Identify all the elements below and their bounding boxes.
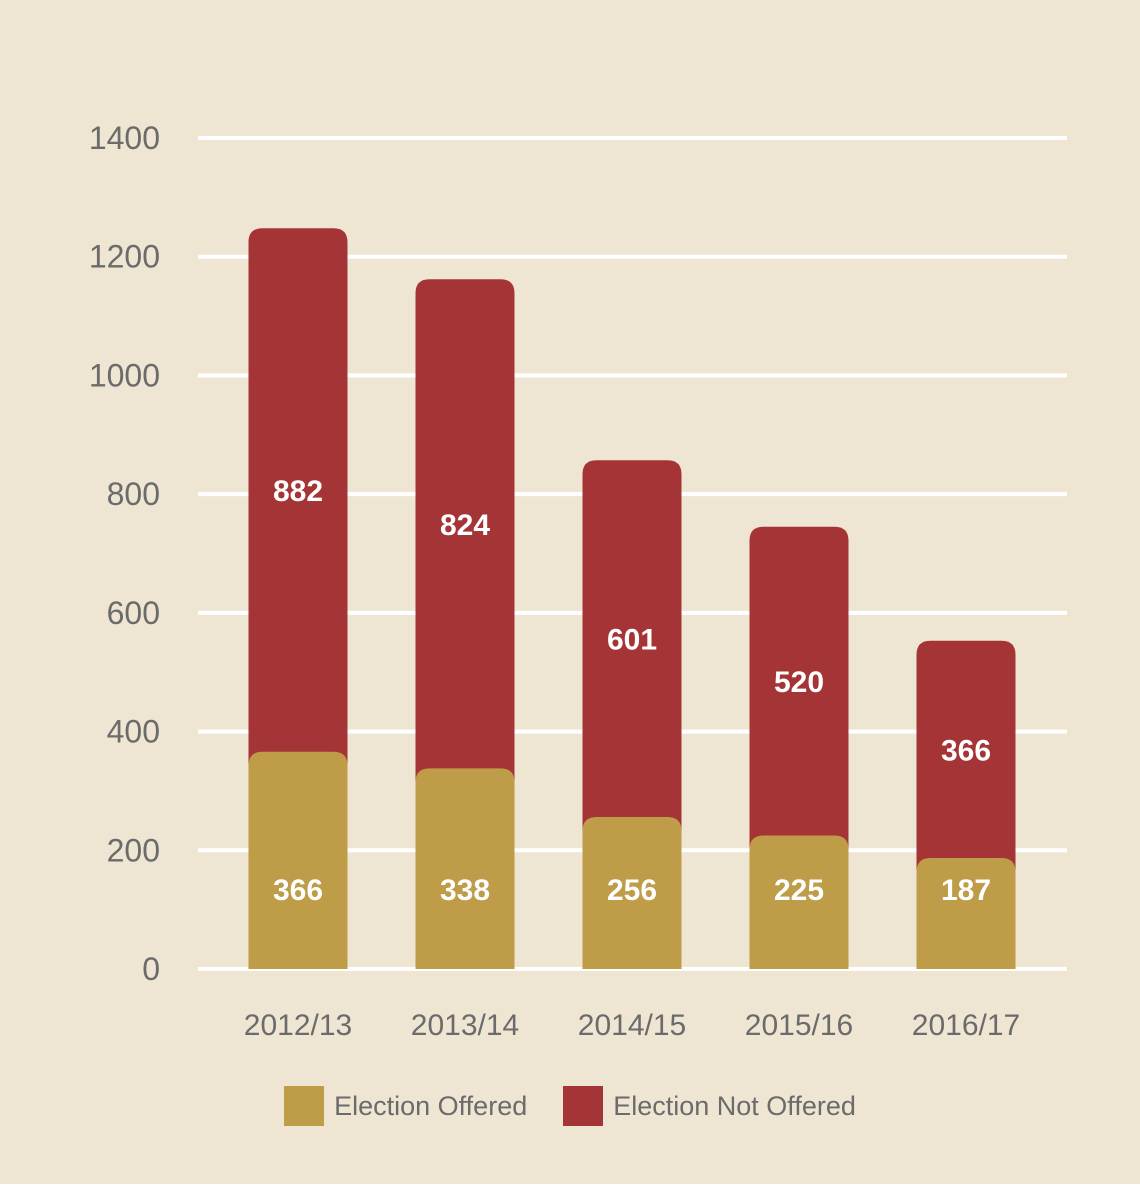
data-label-election-offered-2013-14: 338 (440, 874, 490, 907)
data-label-election-offered-2015-16: 225 (774, 874, 824, 907)
legend-item-election-offered: Election Offered (284, 1086, 527, 1126)
legend-swatch-election-offered (284, 1086, 325, 1126)
y-tick-label-1000: 1000 (89, 357, 160, 393)
data-label-election-not-offered-2014-15: 601 (607, 624, 657, 657)
y-tick-label-1400: 1400 (89, 120, 160, 156)
legend: Election Offered Election Not Offered (0, 1084, 1140, 1128)
bar-election-offered-2016-17 (916, 858, 1016, 969)
bar-election-offered-2012-13 (248, 751, 348, 969)
y-tick-label-800: 800 (107, 476, 160, 512)
data-label-election-offered-2016-17: 187 (941, 874, 991, 907)
data-label-election-offered-2012-13: 366 (273, 874, 323, 907)
data-label-election-not-offered-2015-16: 520 (774, 666, 824, 699)
x-tick-label-2014-15: 2014/15 (578, 1009, 686, 1042)
legend-swatch-election-not-offered (563, 1086, 604, 1126)
x-tick-label-2013-14: 2013/14 (411, 1009, 519, 1042)
x-tick-label-2016-17: 2016/17 (912, 1009, 1020, 1042)
y-tick-label-1200: 1200 (89, 239, 160, 275)
x-tick-label-2015-16: 2015/16 (745, 1009, 853, 1042)
y-tick-label-400: 400 (107, 714, 160, 750)
bar-election-offered-2015-16 (749, 835, 849, 969)
legend-label-election-offered: Election Offered (334, 1090, 528, 1121)
bars: 882 366 824 338 601 256 520 225 366 187 (248, 228, 1016, 970)
legend-item-election-not-offered: Election Not Offered (563, 1086, 856, 1126)
y-tick-label-600: 600 (107, 595, 160, 631)
x-tick-label-2012-13: 2012/13 (244, 1009, 352, 1042)
data-label-election-offered-2014-15: 256 (607, 874, 657, 907)
y-axis-ticks: 0 200 400 600 800 1000 1200 1400 (89, 120, 160, 987)
data-label-election-not-offered-2016-17: 366 (941, 734, 991, 767)
bar-election-offered-2014-15 (582, 817, 682, 969)
y-tick-label-0: 0 (142, 951, 160, 987)
data-label-election-not-offered-2013-14: 824 (440, 509, 490, 542)
y-tick-label-200: 200 (107, 832, 160, 868)
x-axis-ticks: 2012/13 2013/14 2014/15 2015/16 2016/17 (244, 1009, 1020, 1042)
data-label-election-not-offered-2012-13: 882 (273, 475, 323, 508)
bar-election-offered-2013-14 (415, 768, 515, 969)
legend-label-election-not-offered: Election Not Offered (613, 1090, 856, 1121)
